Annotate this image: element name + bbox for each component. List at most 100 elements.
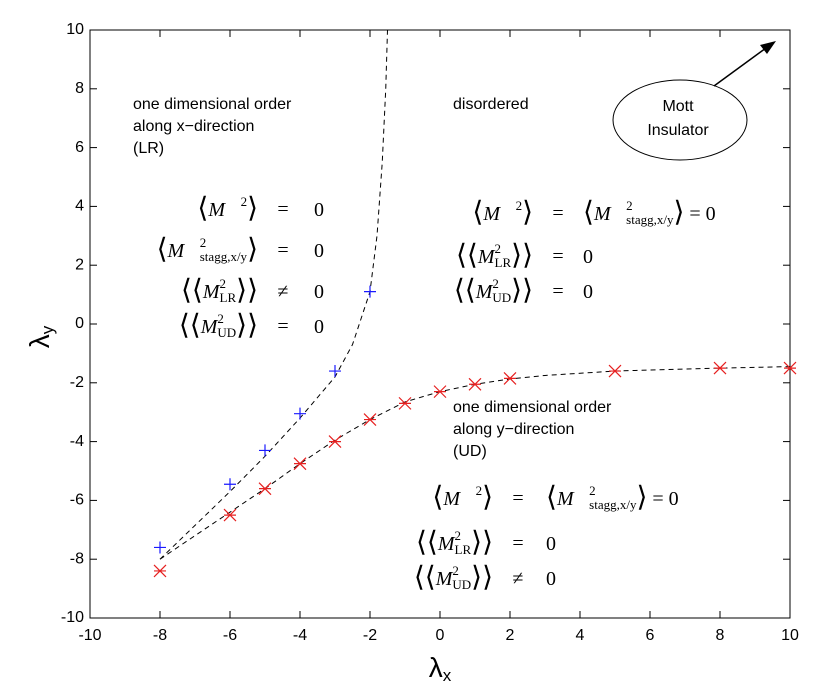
subscript: LR <box>495 255 512 270</box>
y-tick-label: -6 <box>70 492 84 509</box>
equation-value: 0 <box>314 281 324 303</box>
bracket: ⟨⟨ <box>454 275 476 306</box>
y-tick-label: 8 <box>75 80 84 97</box>
bracket: ⟩⟩ <box>471 527 493 558</box>
symbol: M <box>475 281 494 303</box>
equation-operator: = <box>552 246 563 268</box>
y-tick-label: -4 <box>70 433 84 450</box>
point <box>713 361 727 375</box>
symbol: M <box>435 568 454 590</box>
point <box>259 444 271 457</box>
bracket: ⟨ <box>583 197 594 228</box>
superscript: 2 <box>452 563 459 578</box>
symbol: M⃗ <box>167 240 200 262</box>
superscript: 2 <box>455 528 462 543</box>
region-label: along x−direction <box>133 118 254 135</box>
x-axis-label-sub: x <box>443 666 452 685</box>
superscript: 2 <box>217 311 224 326</box>
x-tick-label: 8 <box>716 627 725 644</box>
x-tick-label: -4 <box>293 627 307 644</box>
equation-operator: ≠ <box>513 568 524 590</box>
y-tick-label: 0 <box>75 315 84 332</box>
point <box>503 371 517 385</box>
symbol: M <box>200 316 219 338</box>
point <box>364 285 376 298</box>
equation-value: 0 <box>546 533 556 555</box>
point <box>328 435 342 449</box>
superscript: 2 <box>492 276 499 291</box>
bracket: ⟩⟩ <box>511 275 533 306</box>
equation-lhs: ⟨⟨M2 LR⟩⟩ <box>456 240 533 271</box>
point <box>433 385 447 399</box>
symbol: M⃗ <box>556 488 589 510</box>
x-tick-label: -8 <box>153 627 167 644</box>
equation-value: = 0 <box>647 488 678 510</box>
point <box>293 457 307 471</box>
bracket: ⟨ <box>197 193 208 224</box>
equation-value: 0 <box>314 240 324 262</box>
symbol: M <box>477 246 496 268</box>
bracket: ⟨ <box>432 482 443 513</box>
subscript: UD <box>452 577 471 592</box>
dashed-curve <box>159 29 388 560</box>
y-axis-label-sub: y <box>38 325 57 334</box>
equation-rhs: 0 <box>546 568 556 590</box>
x-tick-label: 6 <box>646 627 655 644</box>
y-axis-label-symbol: λ <box>24 334 55 348</box>
y-tick-label: 10 <box>66 21 84 38</box>
superscript: 2 <box>220 276 227 291</box>
bracket: ⟩⟩ <box>236 310 258 341</box>
subscript: UD <box>217 325 236 340</box>
subscript: LR <box>220 290 237 305</box>
symbol: M⃗ <box>482 203 515 225</box>
y-tick-label: 6 <box>75 139 84 156</box>
bracket: ⟩ <box>522 197 533 228</box>
bracket: ⟩ <box>673 197 684 228</box>
mott-arrowhead <box>760 41 776 54</box>
bracket: ⟨ <box>157 234 168 265</box>
region-label: (UD) <box>453 443 487 460</box>
point <box>363 413 377 426</box>
equation-value: 0 <box>314 316 324 338</box>
equation-operator: = <box>277 199 288 221</box>
symbol: M <box>202 281 221 303</box>
equation-value: 0 <box>314 199 324 221</box>
equation-operator: = <box>552 203 563 225</box>
equation-operator: = <box>277 316 288 338</box>
x-tick-label: 2 <box>506 627 515 644</box>
y-tick-label: 4 <box>75 198 84 215</box>
point <box>224 478 236 491</box>
mott-arrow <box>713 47 767 87</box>
equation-rhs: ⟨M⃗2 stagg,x/y⟩ = 0 <box>546 482 679 513</box>
equation-lhs: ⟨M⃗2⟩ <box>197 193 258 224</box>
bracket: ⟩ <box>247 234 258 265</box>
point <box>154 541 166 554</box>
equation-operator: = <box>512 533 523 555</box>
region-label: along y−direction <box>453 421 574 438</box>
superscript: 2 <box>476 483 483 498</box>
subscript: LR <box>455 542 472 557</box>
equation-value: 0 <box>546 568 556 590</box>
equation-value: 0 <box>583 281 593 303</box>
point <box>468 377 482 391</box>
superscript: 2 <box>589 483 596 498</box>
x-tick-label: 10 <box>781 627 799 644</box>
equation-rhs: 0 <box>314 281 324 303</box>
subscript: UD <box>492 290 511 305</box>
subscript: stagg,x/y <box>589 497 637 512</box>
point <box>294 407 306 420</box>
equation-value: = 0 <box>684 203 715 225</box>
bracket: ⟩ <box>636 482 647 513</box>
x-tick-label: -10 <box>78 627 101 644</box>
equation-value: 0 <box>583 246 593 268</box>
equation-lhs: ⟨M⃗2⟩ <box>432 482 493 513</box>
superscript: 2 <box>626 198 633 213</box>
equation-rhs: 0 <box>314 240 324 262</box>
x-tick-label: 0 <box>436 627 445 644</box>
bracket: ⟩⟩ <box>471 562 493 593</box>
equation-operator: ≠ <box>278 281 289 303</box>
bracket: ⟨⟨ <box>456 240 478 271</box>
equation-rhs: 0 <box>314 199 324 221</box>
equation-lhs: ⟨⟨M2 LR⟩⟩ <box>181 275 258 306</box>
